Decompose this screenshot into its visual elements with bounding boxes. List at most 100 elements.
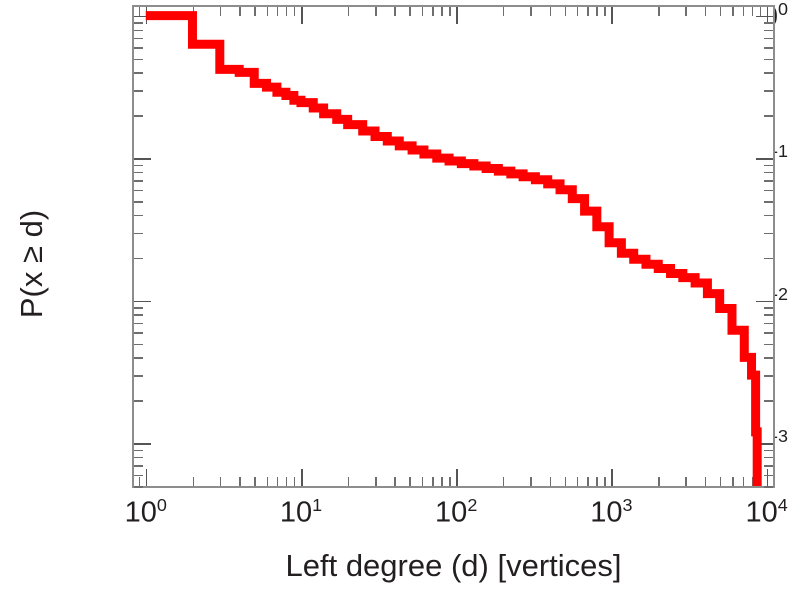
y-tick-minor [764,180,773,182]
y-tick-minor [764,72,773,74]
y-tick-label-exponent: -3 [772,426,788,447]
y-tick-minor [764,332,773,334]
x-tick-minor [685,7,687,16]
x-tick-minor [596,477,598,486]
x-tick-minor [285,7,288,16]
x-tick-label-mantissa: 10 [590,496,623,529]
y-tick-minor [764,357,773,359]
y-tick-minor [764,29,773,31]
x-tick-minor [394,477,396,486]
y-tick-minor [134,22,143,24]
x-tick-minor [219,477,222,486]
y-tick-minor [764,465,773,467]
x-tick-minor [192,477,194,486]
y-tick-minor [134,400,143,402]
y-tick-minor [764,232,773,235]
y-tick-minor [134,115,143,117]
x-tick-minor [604,7,606,16]
x-tick-label-mantissa: 10 [745,496,778,529]
x-tick-minor [432,7,434,16]
y-tick-minor [764,37,773,40]
x-tick-label-exponent: 2 [467,495,478,515]
x-tick-minor [742,7,744,16]
x-tick-minor [530,477,532,486]
x-tick-minor [759,7,761,16]
y-tick-minor [764,22,773,24]
x-tick-minor [587,7,589,16]
data-layer [134,7,773,486]
y-tick-minor [134,37,143,40]
x-axis-title: Left degree (d) [vertices] [285,548,622,583]
y-tick-minor [764,58,773,60]
x-tick-minor [596,7,598,16]
y-tick-minor [134,257,143,260]
x-tick-minor [432,477,434,486]
x-tick-minor [239,7,241,16]
y-tick-minor [764,449,773,452]
x-tick-major [301,469,303,486]
y-tick-minor [134,180,143,182]
y-tick-minor [764,164,773,167]
x-tick-label-mantissa: 10 [124,496,157,529]
x-tick-major [766,469,769,486]
x-tick-major [456,7,458,24]
y-tick-minor [134,29,143,31]
x-tick-minor [276,7,279,16]
x-tick-minor [530,7,532,16]
y-tick-minor [764,322,773,325]
x-tick-label: 102 [435,496,477,528]
x-tick-minor [685,477,687,486]
y-tick-minor [134,322,143,325]
y-tick-minor [764,257,773,260]
x-tick-minor [449,477,451,486]
x-tick-major [145,469,148,486]
x-tick-minor [441,477,443,486]
y-tick-minor [764,47,773,49]
x-tick-minor [375,477,377,486]
y-tick-major [134,300,151,303]
x-tick-minor [347,477,350,486]
y-tick-minor [134,58,143,60]
x-tick-minor [441,7,443,16]
x-tick-minor [658,7,660,16]
y-tick-minor [134,164,143,167]
y-tick-minor [134,201,143,203]
y-tick-minor [134,449,143,452]
y-tick-minor [764,456,773,459]
y-tick-minor [134,189,143,192]
y-tick-minor [764,343,773,345]
x-tick-label: 104 [745,496,787,528]
y-tick-minor [134,456,143,459]
y-tick-minor [764,115,773,117]
x-tick-label-exponent: 4 [777,495,788,515]
x-tick-minor [138,7,141,16]
x-tick-minor [587,477,589,486]
y-tick-minor [764,214,773,217]
y-axis-title: P(x ≥ d) [14,209,49,319]
x-tick-label-mantissa: 10 [435,496,468,529]
x-tick-minor [293,7,296,16]
y-tick-minor [134,486,143,488]
x-tick-minor [266,477,268,486]
x-tick-label-exponent: 1 [312,495,323,515]
y-tick-minor [134,307,143,309]
x-tick-minor [409,7,411,16]
x-tick-minor [285,477,288,486]
y-tick-minor [134,314,143,316]
y-tick-minor [134,474,143,477]
plot-area [132,5,775,488]
x-tick-minor [704,477,707,486]
x-tick-minor [219,7,222,16]
y-tick-minor [134,357,143,359]
y-tick-minor [764,314,773,316]
x-tick-minor [449,7,451,16]
y-tick-minor [764,400,773,402]
y-tick-major [134,443,151,445]
y-tick-minor [764,375,773,377]
x-tick-minor [549,477,552,486]
x-tick-label-exponent: 3 [622,495,633,515]
y-tick-minor [134,465,143,467]
x-tick-minor [254,7,256,16]
y-tick-minor [764,171,773,174]
